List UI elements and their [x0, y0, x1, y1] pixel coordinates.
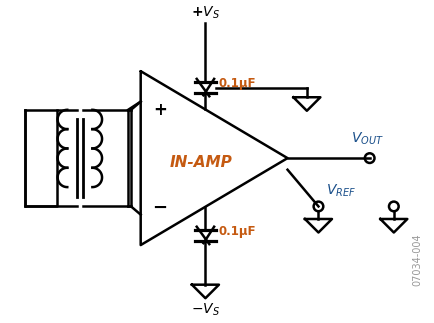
Text: 07034-004: 07034-004	[412, 233, 422, 286]
Text: −: −	[152, 199, 167, 217]
Text: $V_{REF}$: $V_{REF}$	[326, 182, 355, 199]
Text: $V_{OUT}$: $V_{OUT}$	[351, 130, 383, 147]
Text: +$V_S$: +$V_S$	[191, 5, 220, 21]
Text: IN-AMP: IN-AMP	[169, 155, 231, 171]
Text: 0.1μF: 0.1μF	[218, 225, 256, 238]
Text: $-V_S$: $-V_S$	[191, 302, 220, 318]
Text: 0.1μF: 0.1μF	[218, 77, 256, 90]
Text: +: +	[153, 101, 167, 119]
